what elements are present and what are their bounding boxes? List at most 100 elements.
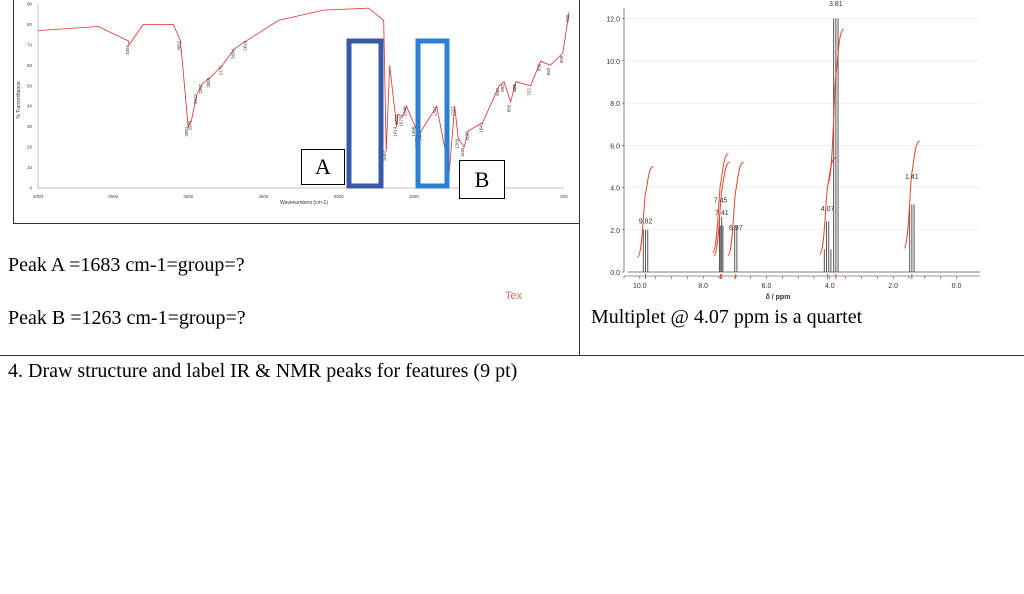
ir-peak-label: 1575 bbox=[398, 116, 403, 127]
ir-peak-label: 466 bbox=[565, 14, 570, 22]
ir-spectrum-chart: 4000350030002500200015001000500908070605… bbox=[16, 2, 570, 207]
ir-peak-label: 3394 bbox=[125, 44, 130, 55]
ir-peak-label: 899 bbox=[500, 84, 505, 92]
ir-peak-label: 932 bbox=[495, 88, 500, 96]
ir-x-tick-label: 2500 bbox=[258, 194, 269, 199]
nmr-peak-label: 1.41 bbox=[905, 174, 919, 181]
ir-y-tick-label: 0 bbox=[29, 186, 32, 191]
ir-peak-label: 2942 bbox=[193, 93, 198, 104]
ir-peak-label: 1548 bbox=[403, 106, 408, 117]
nmr-spectrum-chart: 0.0 2.0 4.0 6.0 8.0 10.0 12.0 10.0 8.0 6.0 4.0 2.0 0… bbox=[606, 1, 980, 301]
box-b-label: B bbox=[459, 160, 505, 199]
ir-x-tick-label: 2000 bbox=[334, 194, 345, 199]
nmr-x-tick-label: 8.0 bbox=[698, 283, 708, 290]
nmr-peaks bbox=[637, 18, 921, 279]
box-a-label: A bbox=[301, 149, 345, 185]
nmr-y-tick-label: 10.0 bbox=[606, 59, 620, 66]
ir-y-axis-title: % Transmittance bbox=[16, 81, 22, 118]
nmr-integral-curve bbox=[827, 28, 845, 184]
nmr-x-tick-label: 4.0 bbox=[825, 283, 835, 290]
ir-peak-label: 821 bbox=[512, 84, 517, 92]
vertical-divider bbox=[579, 0, 580, 356]
left-border bbox=[13, 0, 14, 224]
nmr-y-tick-label: 12.0 bbox=[606, 17, 620, 24]
ir-peak-label: 2614 bbox=[242, 40, 247, 51]
ir-peak-label: 1203 bbox=[454, 138, 459, 149]
nmr-integral-curve bbox=[713, 161, 731, 257]
nmr-integral-curve bbox=[903, 140, 921, 249]
ir-panel-bottom-border bbox=[13, 223, 579, 224]
ir-axes: 4000350030002500200015001000500908070605… bbox=[27, 2, 568, 200]
ir-peak-label: 1604 bbox=[394, 114, 399, 125]
section-divider bbox=[0, 355, 1024, 356]
stray-text: Tex bbox=[505, 290, 523, 302]
nmr-peak-label: 7.41 bbox=[715, 210, 729, 217]
nmr-x-tick-label: 6.0 bbox=[762, 283, 772, 290]
nmr-x-tick-label: 2.0 bbox=[888, 283, 898, 290]
box-b-outline bbox=[415, 38, 450, 189]
ir-y-tick-label: 20 bbox=[27, 145, 33, 150]
nmr-y-tick-label: 2.0 bbox=[610, 228, 620, 235]
ir-peak-label: 3001 bbox=[184, 126, 189, 137]
nmr-x-tick-label: 0.0 bbox=[952, 283, 962, 290]
nmr-peak-label: 6.97 bbox=[729, 225, 743, 232]
ir-peak-label: 1136 bbox=[464, 131, 469, 141]
ir-x-tick-label: 3500 bbox=[108, 194, 119, 199]
ir-y-tick-label: 70 bbox=[27, 42, 33, 47]
ir-peak-label: 1347 bbox=[433, 106, 438, 117]
ir-peak-label: 592 bbox=[546, 67, 551, 75]
ir-y-tick-label: 40 bbox=[27, 104, 33, 109]
ir-peak-label: 2694 bbox=[230, 48, 235, 59]
ir-y-tick-label: 80 bbox=[27, 22, 33, 27]
ir-x-axis-title: Wavenumbers (cm-1) bbox=[280, 200, 328, 206]
nmr-y-tick-label: 6.0 bbox=[610, 143, 620, 150]
ir-peak-label: 820 bbox=[512, 84, 517, 92]
ir-y-tick-label: 60 bbox=[27, 63, 33, 68]
ir-x-tick-label: 3000 bbox=[183, 194, 194, 199]
ir-y-tick-label: 10 bbox=[27, 165, 33, 170]
ir-peak-label: 508 bbox=[559, 55, 564, 63]
ir-peak-label: 1227 bbox=[451, 106, 456, 117]
nmr-peak-label: 3.81 bbox=[829, 1, 843, 8]
peak-b-question: Peak B =1263 cm-1=group=? bbox=[8, 307, 246, 329]
ir-peak-label: 656 bbox=[537, 63, 542, 71]
ir-y-tick-label: 30 bbox=[27, 124, 33, 129]
ir-peak-label: 1490 bbox=[411, 126, 416, 137]
multiplet-note: Multiplet @ 4.07 ppm is a quartet bbox=[591, 306, 863, 328]
ir-peak-label: 3052 bbox=[176, 40, 181, 51]
ir-peak-label: 1614 bbox=[393, 126, 398, 137]
nmr-peak-label: 7.45 bbox=[714, 197, 728, 204]
ir-x-tick-label: 4000 bbox=[33, 194, 44, 199]
nmr-integral-curve bbox=[637, 165, 654, 258]
ir-peak-label: 722 bbox=[527, 88, 532, 96]
nmr-y-tick-label: 4.0 bbox=[610, 186, 620, 193]
nmr-integral-curve bbox=[727, 161, 744, 257]
nmr-integral-curve bbox=[712, 153, 729, 254]
nmr-integral-curve bbox=[819, 157, 836, 255]
task-prompt: 4. Draw structure and label IR & NMR pea… bbox=[8, 360, 518, 382]
nmr-axes: 0.0 2.0 4.0 6.0 8.0 10.0 12.0 10.0 8.0 6.0 4.0 2.0 0… bbox=[606, 8, 980, 290]
ir-x-tick-label: 1500 bbox=[409, 194, 420, 199]
nmr-y-tick-label: 0.0 bbox=[610, 270, 620, 277]
nmr-y-tick-label: 8.0 bbox=[610, 101, 620, 108]
ir-peak-label: 855 bbox=[507, 104, 512, 112]
ir-peak-label: 1683 bbox=[382, 151, 387, 162]
ir-peak-label: 2773 bbox=[218, 65, 223, 76]
ir-peak-label: 2855 bbox=[206, 77, 211, 88]
nmr-peak-label: 9.82 bbox=[639, 218, 653, 225]
ir-x-tick-label: 500 bbox=[560, 194, 568, 199]
box-a-outline bbox=[346, 38, 384, 189]
nmr-peak-label: 4.07 bbox=[821, 206, 835, 213]
nmr-peak-labels: 3.81 1.41 4.07 7.45 7.41 6.97 9.82 bbox=[639, 1, 919, 232]
ir-peak-label: 2907 bbox=[198, 83, 203, 94]
ir-peak-label: 1041 bbox=[479, 122, 484, 133]
nmr-x-tick-label: 10.0 bbox=[633, 283, 647, 290]
ir-y-tick-label: 50 bbox=[27, 83, 33, 88]
ir-peak-label: 2979 bbox=[187, 120, 192, 131]
peak-a-question: Peak A =1683 cm-1=group=? bbox=[8, 254, 245, 276]
ir-spectrum-line bbox=[37, 7, 570, 172]
ir-y-tick-label: 90 bbox=[27, 2, 33, 7]
nmr-x-axis-title: δ / ppm bbox=[766, 294, 791, 301]
ir-peak-label: 1165 bbox=[460, 147, 465, 157]
